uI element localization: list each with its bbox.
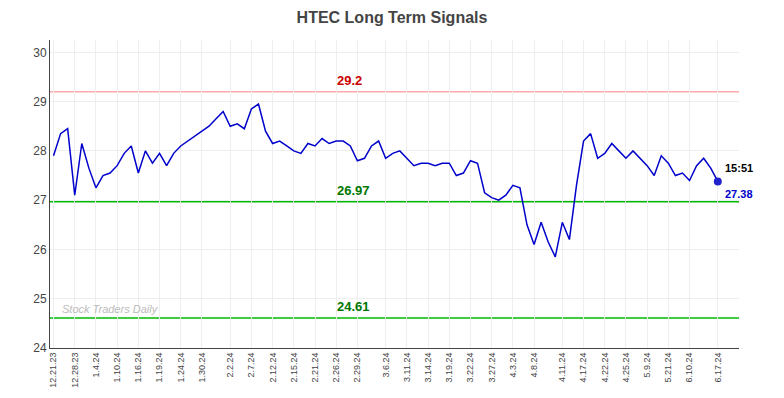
svg-text:30: 30 bbox=[33, 46, 47, 60]
svg-text:12.21.23: 12.21.23 bbox=[48, 353, 58, 388]
svg-text:4.11.24: 4.11.24 bbox=[557, 353, 567, 382]
svg-text:2.29.24: 2.29.24 bbox=[352, 353, 362, 383]
svg-text:25: 25 bbox=[33, 292, 47, 306]
svg-text:1.30.24: 1.30.24 bbox=[197, 353, 207, 383]
svg-text:2.26.24: 2.26.24 bbox=[331, 353, 341, 383]
svg-text:2.21.24: 2.21.24 bbox=[310, 353, 320, 383]
svg-text:24.61: 24.61 bbox=[337, 299, 370, 314]
svg-text:1.19.24: 1.19.24 bbox=[154, 353, 164, 383]
svg-text:4.22.24: 4.22.24 bbox=[600, 353, 610, 383]
svg-text:5.21.24: 5.21.24 bbox=[663, 353, 673, 383]
svg-text:3.11.24: 3.11.24 bbox=[402, 353, 412, 382]
svg-text:1.4.24: 1.4.24 bbox=[91, 353, 101, 378]
svg-text:3.22.24: 3.22.24 bbox=[465, 353, 475, 383]
svg-text:3.14.24: 3.14.24 bbox=[423, 353, 433, 383]
svg-text:2.7.24: 2.7.24 bbox=[246, 353, 256, 378]
svg-text:2.12.24: 2.12.24 bbox=[268, 353, 278, 383]
svg-text:6.10.24: 6.10.24 bbox=[684, 353, 694, 383]
svg-text:Stock Traders Daily: Stock Traders Daily bbox=[62, 303, 159, 315]
svg-text:3.6.24: 3.6.24 bbox=[381, 353, 391, 378]
svg-text:24: 24 bbox=[33, 341, 47, 355]
svg-text:1.16.24: 1.16.24 bbox=[133, 353, 143, 383]
svg-text:4.3.24: 4.3.24 bbox=[508, 353, 518, 378]
svg-text:26: 26 bbox=[33, 243, 47, 257]
svg-text:HTEC Long Term Signals: HTEC Long Term Signals bbox=[297, 9, 488, 26]
svg-text:15:51: 15:51 bbox=[725, 162, 753, 174]
svg-text:4.25.24: 4.25.24 bbox=[621, 353, 631, 383]
svg-text:3.19.24: 3.19.24 bbox=[444, 353, 454, 383]
svg-text:27.38: 27.38 bbox=[725, 188, 753, 200]
svg-text:29: 29 bbox=[33, 95, 47, 109]
svg-text:1.24.24: 1.24.24 bbox=[176, 353, 186, 383]
svg-text:27: 27 bbox=[33, 193, 47, 207]
svg-text:3.27.24: 3.27.24 bbox=[487, 353, 497, 383]
svg-text:1.10.24: 1.10.24 bbox=[112, 353, 122, 383]
svg-text:2.2.24: 2.2.24 bbox=[225, 353, 235, 378]
svg-text:12.28.23: 12.28.23 bbox=[70, 353, 80, 388]
svg-text:6.17.24: 6.17.24 bbox=[713, 353, 723, 383]
svg-text:4.8.24: 4.8.24 bbox=[529, 353, 539, 378]
svg-text:28: 28 bbox=[33, 144, 47, 158]
svg-text:5.9.24: 5.9.24 bbox=[642, 353, 652, 378]
svg-text:29.2: 29.2 bbox=[337, 73, 362, 88]
svg-text:26.97: 26.97 bbox=[337, 183, 370, 198]
svg-text:4.17.24: 4.17.24 bbox=[578, 353, 588, 383]
svg-text:2.15.24: 2.15.24 bbox=[289, 353, 299, 383]
